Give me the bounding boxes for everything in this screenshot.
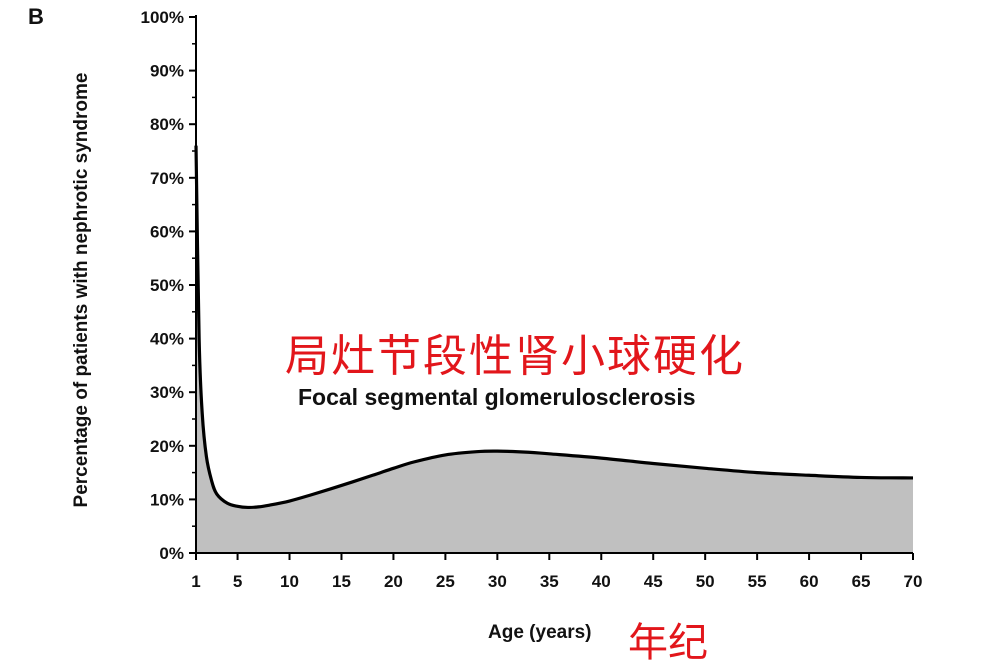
y-tick-label: 0%	[159, 544, 184, 563]
tick-layer: 0%10%20%30%40%50%60%70%80%90%100%1 5 10 15 2…	[141, 8, 923, 591]
series-line	[194, 145, 914, 510]
x-tick-label: 30	[488, 572, 507, 591]
series-annotation-chinese: 局灶节段性肾小球硬化	[285, 331, 745, 382]
series-area-fill	[196, 145, 913, 553]
x-tick-label: 65	[852, 572, 871, 591]
y-tick-label: 90%	[150, 62, 184, 81]
x-tick-label: 15	[332, 572, 351, 591]
y-tick-label: 50%	[150, 276, 184, 295]
panel-label: B	[28, 4, 44, 29]
series-label: Focal segmental glomerulosclerosis	[298, 384, 696, 410]
x-tick-label: 35	[540, 572, 559, 591]
x-axis-label: Age (years)	[488, 622, 592, 643]
x-tick-label: 45	[644, 572, 663, 591]
y-tick-label: 60%	[150, 222, 184, 241]
y-tick-label: 100%	[141, 8, 184, 27]
x-tick-label: 55	[748, 572, 767, 591]
y-tick-label: 20%	[150, 437, 184, 456]
y-tick-label: 80%	[150, 115, 184, 134]
y-tick-label: 40%	[150, 330, 184, 349]
area-layer	[194, 145, 914, 553]
x-tick-label: 20	[384, 572, 403, 591]
x-tick-label: 1	[191, 572, 200, 591]
y-tick-label: 10%	[150, 490, 184, 509]
x-tick-label: 40	[592, 572, 611, 591]
x-tick-label: 5	[233, 572, 242, 591]
x-tick-label: 10	[280, 572, 299, 591]
y-tick-label: 70%	[150, 169, 184, 188]
y-tick-label: 30%	[150, 383, 184, 402]
x-tick-label: 50	[696, 572, 715, 591]
x-tick-label: 60	[800, 572, 819, 591]
x-tick-label: 70	[904, 572, 923, 591]
x-tick-label: 25	[436, 572, 455, 591]
x-axis-label-chinese: 年纪	[628, 620, 708, 666]
